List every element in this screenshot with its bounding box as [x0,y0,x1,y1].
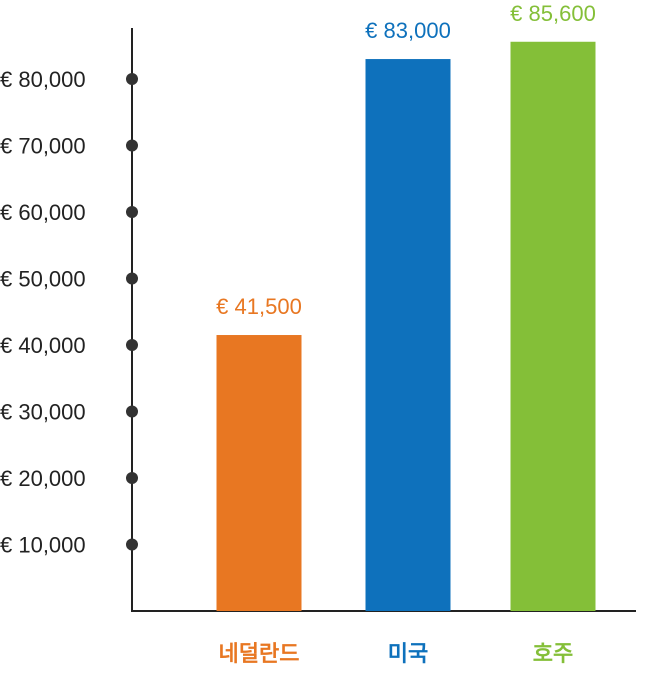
y-tick-dot [126,272,138,285]
y-axis: € 10,000 € 20,000 € 30,000 € 40,000 € 50,000… [0,28,138,611]
category-label: 미국 [388,642,428,667]
bar-value-label: € 85,600 [510,1,596,26]
y-tick-label: € 10,000 [0,533,86,558]
bar [216,335,302,611]
y-tick-label: € 60,000 [0,200,86,225]
value-labels: € 41,500 € 83,000 € 85,600 [216,1,596,319]
bars [216,41,596,612]
bar-value-label: € 41,500 [216,294,302,319]
y-tick-label: € 30,000 [0,400,86,425]
category-label: 호주 [533,642,573,667]
y-tick-label: € 50,000 [0,267,86,292]
y-tick-dot [126,538,138,551]
y-tick-dot [126,405,138,418]
y-tick-dot [126,73,138,85]
bar-value-label: € 83,000 [365,18,451,43]
category-labels: 네덜란드 미국 호주 [219,642,574,667]
y-tick-label: € 70,000 [0,134,86,159]
bar [365,59,451,612]
y-tick-label: € 20,000 [0,466,86,491]
y-tick-label: € 80,000 [0,67,86,92]
y-tick-dot [126,472,138,484]
y-ticks: € 10,000 € 20,000 € 30,000 € 40,000 € 50,000… [0,67,138,558]
category-label: 네덜란드 [219,642,300,667]
bar [510,41,596,611]
y-tick-dot [126,139,138,152]
y-tick-dot [126,339,138,351]
y-tick-label: € 40,000 [0,333,86,358]
y-tick-dot [126,206,138,218]
